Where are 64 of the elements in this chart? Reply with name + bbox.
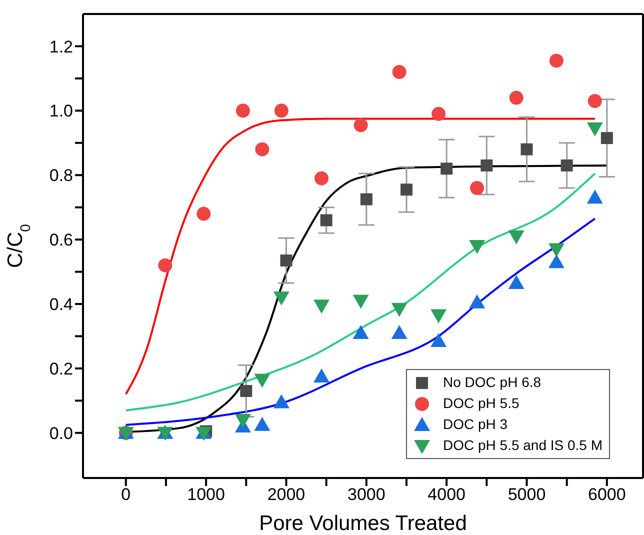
y-tick-label: 0.2 bbox=[49, 359, 73, 378]
point bbox=[508, 230, 524, 244]
point bbox=[314, 300, 330, 314]
point bbox=[196, 206, 211, 221]
point bbox=[508, 275, 524, 290]
x-tick-label: 0 bbox=[121, 485, 131, 504]
x-axis-title: Pore Volumes Treated bbox=[259, 512, 467, 535]
point bbox=[548, 243, 564, 258]
legend-label: No DOC pH 6.8 bbox=[443, 373, 542, 392]
point bbox=[432, 106, 446, 121]
point bbox=[586, 190, 603, 204]
point bbox=[360, 193, 372, 206]
point bbox=[400, 184, 412, 196]
point bbox=[320, 214, 332, 226]
point bbox=[480, 159, 493, 172]
x-tick-label: 6000 bbox=[588, 485, 626, 504]
point bbox=[273, 394, 290, 408]
x-tick-label: 4000 bbox=[428, 485, 466, 504]
legend-label: DOC pH 3 bbox=[443, 415, 508, 434]
y-tick-label: 1.2 bbox=[49, 37, 73, 56]
point bbox=[440, 162, 453, 175]
point bbox=[234, 414, 251, 428]
point bbox=[391, 325, 408, 339]
point bbox=[158, 258, 172, 272]
legend-label: DOC pH 5.5 bbox=[443, 394, 520, 413]
point bbox=[469, 294, 486, 308]
point bbox=[352, 325, 369, 339]
point bbox=[391, 302, 408, 317]
y-tick-label: 1.0 bbox=[49, 102, 73, 121]
point bbox=[430, 309, 447, 324]
legend-label: DOC pH 5.5 and IS 0.5 M bbox=[443, 436, 603, 455]
point bbox=[354, 118, 368, 132]
point bbox=[469, 240, 486, 254]
point bbox=[240, 385, 252, 397]
point bbox=[280, 254, 292, 266]
y-tick-label: 0.0 bbox=[49, 424, 73, 443]
y-tick-label: 0.8 bbox=[49, 166, 73, 186]
x-tick-label: 2000 bbox=[267, 485, 306, 504]
point bbox=[520, 143, 533, 156]
point bbox=[274, 104, 288, 118]
point bbox=[255, 142, 270, 156]
y-tick-label: 0.4 bbox=[49, 295, 73, 314]
y-tick-label: 0.6 bbox=[49, 230, 73, 250]
point bbox=[548, 254, 564, 268]
point bbox=[586, 122, 603, 136]
point bbox=[470, 181, 484, 195]
point bbox=[392, 65, 406, 79]
point bbox=[430, 333, 447, 348]
point bbox=[560, 159, 573, 172]
x-tick-label: 5000 bbox=[508, 485, 546, 504]
point bbox=[352, 294, 369, 309]
x-tick-label: 3000 bbox=[347, 485, 386, 504]
point bbox=[600, 132, 613, 144]
point bbox=[236, 104, 250, 118]
point bbox=[588, 94, 602, 108]
point bbox=[509, 90, 524, 105]
x-tick-label: 1000 bbox=[187, 485, 225, 504]
point bbox=[254, 416, 270, 431]
point bbox=[314, 368, 330, 382]
line-series bbox=[124, 118, 596, 396]
point bbox=[314, 171, 329, 186]
point bbox=[549, 54, 564, 68]
point bbox=[254, 374, 270, 388]
point bbox=[273, 292, 290, 306]
